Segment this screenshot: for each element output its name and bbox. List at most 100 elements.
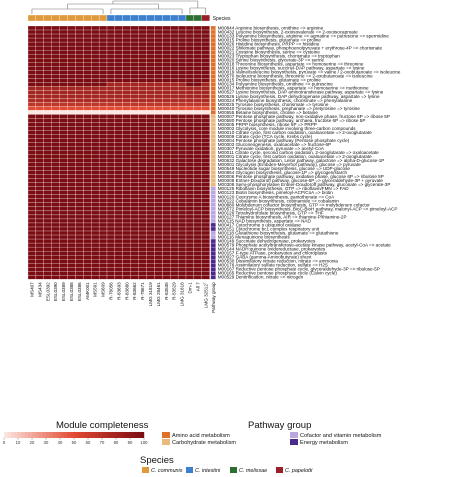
module-label: M00125 Riboflavin biosynthesis, GTP => r… [218, 186, 350, 191]
heatmap-cell [154, 118, 163, 123]
heatmap-cell [35, 275, 44, 280]
colorbar-segment [7, 432, 12, 438]
heatmap-cell [130, 150, 139, 155]
module-label: M00026 Histidine biosynthesis, PRPP => h… [218, 42, 320, 47]
heatmap-cell [162, 142, 171, 147]
heatmap-cell [98, 78, 108, 83]
heatmap-cell [162, 118, 171, 123]
heatmap-cell [43, 130, 52, 135]
heatmap-cell [193, 222, 202, 228]
heatmap-cell [138, 154, 147, 159]
colorbar-segment [112, 432, 117, 438]
module-label: M00010 Citrate cycle, first carbon oxida… [218, 130, 372, 135]
heatmap-cell [185, 166, 195, 171]
heatmap-cell [83, 54, 92, 59]
heatmap-cell [130, 263, 139, 268]
heatmap-cell [91, 202, 100, 208]
heatmap-cell [67, 142, 76, 147]
heatmap-cell [146, 230, 155, 236]
heatmap-cell [91, 70, 100, 75]
heatmap-cell [91, 150, 100, 155]
colorbar-segment [39, 432, 43, 438]
heatmap-cell [91, 33, 100, 39]
heatmap-cell [201, 202, 210, 208]
heatmap-cell [114, 58, 123, 63]
heatmap-cell [170, 263, 179, 268]
heatmap-cell [130, 154, 139, 159]
module-label: M00027 GABA (gamma-Aminobutyrate) shunt [218, 255, 312, 260]
heatmap-cell [83, 214, 92, 220]
module-label: M00854 Glycogen biosynthesis, glucose-1P… [218, 170, 348, 175]
pathway-group-cell [210, 210, 216, 216]
heatmap-cell [130, 234, 139, 240]
heatmap-cell [27, 246, 37, 252]
module-label: M00118 Glutathione biosynthesis, glutama… [218, 230, 339, 235]
heatmap-cell [170, 134, 179, 139]
heatmap-cell [59, 58, 68, 63]
heatmap-cell [67, 250, 76, 256]
species-cell [67, 14, 76, 22]
module-label: M00006 Pentose phosphate pathway, oxidat… [218, 174, 384, 179]
heatmap-cell [106, 190, 116, 195]
heatmap-cell [162, 154, 171, 159]
heatmap-cell [75, 126, 84, 131]
heatmap-cell [201, 267, 210, 272]
heatmap-cell [83, 102, 92, 107]
heatmap-cell [98, 106, 108, 111]
heatmap-cell [83, 82, 92, 87]
heatmap-cell [43, 267, 52, 272]
heatmap-cell [130, 194, 139, 199]
heatmap-cell [138, 226, 147, 232]
heatmap-cell [67, 90, 76, 95]
heatmap-cell [201, 214, 210, 220]
heatmap-cell [162, 194, 171, 199]
heatmap-cell [170, 25, 179, 31]
heatmap-cell [138, 37, 147, 43]
heatmap-cell [185, 86, 195, 91]
heatmap-cell [162, 126, 171, 131]
heatmap-cell [67, 122, 76, 127]
heatmap-cell [170, 242, 179, 248]
heatmap-cell [130, 214, 139, 220]
heatmap-cell [185, 126, 195, 131]
colorbar-segment [119, 432, 124, 438]
heatmap-cell [146, 255, 155, 260]
heatmap-cell [91, 198, 100, 204]
heatmap-cell [35, 49, 44, 55]
heatmap-cell [59, 206, 68, 212]
heatmap-cell [98, 271, 108, 276]
heatmap-cell [122, 138, 131, 143]
heatmap-cell [170, 218, 179, 224]
heatmap-cell [91, 206, 100, 212]
heatmap-cell [27, 186, 37, 191]
colorbar-tick-label: 0 [3, 440, 6, 445]
heatmap-cell [83, 154, 92, 159]
heatmap-cell [177, 106, 187, 111]
heatmap-cell [106, 186, 116, 191]
species-cell [114, 14, 123, 22]
colorbar-segment [133, 432, 138, 438]
heatmap-cell [35, 78, 44, 83]
heatmap-cell [35, 182, 44, 187]
colorbar-segment [88, 432, 92, 438]
heatmap-cell [67, 218, 76, 224]
heatmap-cell [154, 162, 163, 167]
heatmap-cell [122, 86, 131, 91]
heatmap-cell [27, 94, 37, 99]
strain-label: R-83662 [132, 282, 137, 300]
heatmap-cell [67, 174, 76, 179]
heatmap-cell [170, 158, 179, 163]
heatmap-cell [83, 134, 92, 139]
heatmap-cell [67, 54, 76, 59]
heatmap-cell [59, 114, 68, 119]
species-row-label: Species [213, 16, 231, 22]
heatmap-cell [106, 134, 116, 139]
heatmap-cell [177, 62, 187, 67]
heatmap-cell [122, 242, 131, 248]
heatmap-cell [130, 33, 139, 39]
heatmap-cell [59, 182, 68, 187]
heatmap-cell [75, 130, 84, 135]
heatmap-cell [193, 214, 202, 220]
heatmap-cell [193, 142, 202, 147]
heatmap-cell [106, 146, 116, 151]
